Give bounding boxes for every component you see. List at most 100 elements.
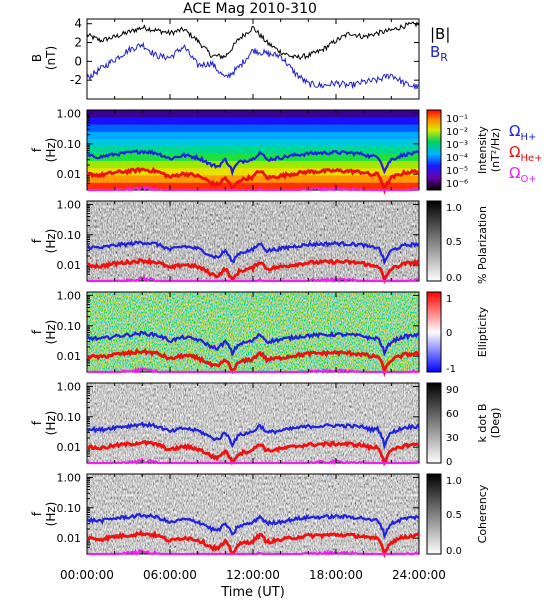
intensity-colorbar xyxy=(426,109,442,191)
time-tick-label: 18:00:00 xyxy=(309,568,363,582)
int-cb-tick-1: 10⁻¹ xyxy=(446,114,468,125)
gyro-heplus-line xyxy=(86,529,421,559)
intensity-band xyxy=(87,146,419,155)
gyro-hplus-line xyxy=(86,421,420,451)
pol-cb-tick-1: 1.0 xyxy=(446,203,462,214)
legend-btot: |B| xyxy=(430,25,450,43)
legend-omega-o-sub: O+ xyxy=(520,174,536,185)
coh-cb-tick-1: 1.0 xyxy=(446,476,462,487)
kdotb-cb-label: k dot B xyxy=(476,404,489,443)
gyro-hplus-line xyxy=(86,512,420,540)
intensity-band xyxy=(87,160,419,169)
kdb-cb-tick-3: 30 xyxy=(446,433,459,444)
freq-tick-label: 1.00 xyxy=(57,380,82,393)
freq-yunit: (Hz) xyxy=(44,502,58,527)
legend-omega-he: ΩHe+ xyxy=(509,143,543,164)
time-tick-label: 06:00:00 xyxy=(143,568,197,582)
freq-ylabel: f xyxy=(30,147,44,152)
int-cb-tick-3: 10⁻³ xyxy=(446,140,468,151)
kdb-cb-tick-1: 90 xyxy=(446,385,459,396)
gyro-hplus-line xyxy=(86,240,420,266)
polarization-cb-label: % Polarization xyxy=(476,206,489,284)
intensity-band xyxy=(87,168,419,177)
freq-tick-label: 0.10 xyxy=(57,502,82,515)
freq-yunit: (Hz) xyxy=(44,411,58,436)
ell-cb-tick-3: -1 xyxy=(446,364,456,375)
freq-tick-label: 0.01 xyxy=(57,168,82,181)
gyro-hplus-line xyxy=(87,330,420,358)
ellipticity-cb-label: Ellipticity xyxy=(476,306,489,357)
intensity-band xyxy=(87,175,419,184)
intensity-band xyxy=(87,139,419,147)
freq-ylabel: f xyxy=(30,511,44,516)
gyro-hplus-line xyxy=(86,149,420,177)
freq-tick-label: 1.00 xyxy=(57,471,82,484)
mag-ytick-label: 4 xyxy=(74,17,82,31)
legend-omega-h-sub: H+ xyxy=(520,132,536,143)
legend-br-sub: R xyxy=(440,51,448,64)
kdotb-colorbar xyxy=(426,382,442,464)
br-line xyxy=(86,41,420,90)
panel-ellipticity: 1 0 -1 Ellipticity xyxy=(86,291,489,375)
intensity-cb-unit: (nT²/Hz) xyxy=(489,128,502,172)
legend-omega-h: ΩH+ xyxy=(509,122,536,143)
polarization-colorbar xyxy=(426,200,442,282)
mag-ytick-label: -2 xyxy=(70,73,82,87)
gyro-heplus-line xyxy=(86,439,420,467)
panel-mag-field: 4 2 0 -2 B (nT) |B| BR xyxy=(30,17,450,100)
mag-ytick-label: 0 xyxy=(74,54,82,68)
freq-tick-label: 1.00 xyxy=(57,198,82,211)
intensity-cb-label: Intensity xyxy=(476,126,489,174)
legend-br: BR xyxy=(430,43,448,64)
coherency-colorbar xyxy=(426,473,442,555)
legend-omega-o-label: Ω xyxy=(509,164,520,182)
freq-tick-label: 0.10 xyxy=(57,320,82,333)
legend-omega-he-sub: He+ xyxy=(520,153,542,164)
freq-yunit: (Hz) xyxy=(44,138,58,163)
kdotb-cb-unit: (Deg) xyxy=(489,408,502,439)
gyro-heplus-line xyxy=(86,347,421,378)
panel-intensity: 10⁻¹ 10⁻² 10⁻³ 10⁻⁴ 10⁻⁵ 10⁻⁶ Intensity … xyxy=(86,109,543,191)
intensity-band xyxy=(87,124,419,133)
time-tick-label: 24:00:00 xyxy=(392,568,446,582)
freq-yunit: (Hz) xyxy=(44,229,58,254)
coherency-cb-label: Coherency xyxy=(476,484,489,543)
btot-line xyxy=(86,21,420,61)
freq-tick-label: 0.10 xyxy=(57,138,82,151)
freq-ylabel: f xyxy=(30,238,44,243)
kdb-cb-tick-2: 60 xyxy=(446,409,459,420)
gyro-heplus-line xyxy=(86,256,420,285)
pol-cb-tick-2: 0.5 xyxy=(446,237,462,248)
legend-omega-he-label: Ω xyxy=(509,143,520,161)
gyro-heplus-line xyxy=(86,166,421,195)
chart-title: ACE Mag 2010-310 xyxy=(183,1,317,17)
legend-omega-h-label: Ω xyxy=(509,122,520,140)
xaxis-label: Time (UT) xyxy=(220,585,285,600)
freq-tick-label: 0.10 xyxy=(57,411,82,424)
freq-tick-label: 0.01 xyxy=(57,259,82,272)
mag-plot-frame xyxy=(86,18,420,100)
coh-cb-tick-3: 0.0 xyxy=(446,546,462,557)
time-tick-label: 12:00:00 xyxy=(226,568,280,582)
int-cb-tick-2: 10⁻² xyxy=(446,127,468,138)
freq-ylabel: f xyxy=(30,420,44,425)
intensity-band xyxy=(87,117,419,126)
mag-ytick-label: 2 xyxy=(74,36,82,50)
mag-yunit: (nT) xyxy=(44,46,58,70)
kdb-cb-tick-4: 0 xyxy=(446,457,452,468)
ell-cb-tick-1: 1 xyxy=(446,294,452,305)
freq-tick-label: 1.00 xyxy=(57,289,82,302)
int-cb-tick-5: 10⁻⁵ xyxy=(446,166,468,177)
pol-cb-tick-3: 0.0 xyxy=(446,273,462,284)
ell-cb-tick-2: 0 xyxy=(446,328,452,339)
legend-omega-o: ΩO+ xyxy=(509,164,537,185)
legend-br-label: B xyxy=(430,43,440,61)
int-cb-tick-4: 10⁻⁴ xyxy=(446,153,468,164)
freq-tick-label: 0.01 xyxy=(57,532,82,545)
ellipticity-colorbar xyxy=(426,291,442,373)
intensity-band xyxy=(87,131,419,140)
int-cb-tick-6: 10⁻⁶ xyxy=(446,179,468,190)
coh-cb-tick-2: 0.5 xyxy=(446,510,462,521)
freq-tick-label: 1.00 xyxy=(57,107,82,120)
